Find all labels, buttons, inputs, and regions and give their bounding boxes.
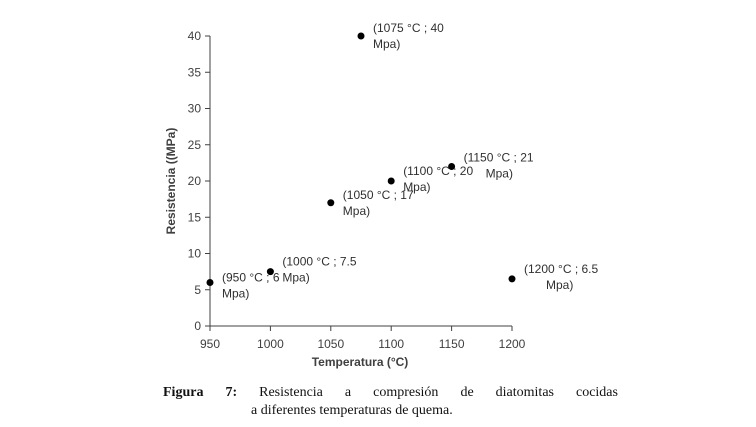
data-label: (950 °C ; 6 <box>222 271 280 285</box>
data-label-unit: Mpa) <box>222 287 249 301</box>
data-label-unit: Mpa) <box>403 180 430 194</box>
chart-marks <box>206 32 516 286</box>
y-tick-label: 5 <box>194 283 201 297</box>
y-tick-label: 10 <box>188 247 202 261</box>
x-tick-label: 1150 <box>439 337 465 351</box>
x-tick-label: 1200 <box>499 337 526 351</box>
x-tick-label: 1100 <box>378 337 404 351</box>
data-point <box>266 268 274 276</box>
y-tick-label: 35 <box>188 65 202 79</box>
y-tick-label: 30 <box>188 102 202 116</box>
x-axis-title: Temperatura (°C) <box>312 355 409 369</box>
y-axis-title: Resistencia ((MPa) <box>164 128 178 235</box>
data-label: (1075 °C ; 40 <box>373 21 444 35</box>
y-tick-label: 40 <box>188 29 202 43</box>
data-label-unit: Mpa) <box>373 37 400 51</box>
chart-ticks: 0 5 10 15 20 25 30 35 40 950 1000 1050 1100 1150 1200 <box>188 29 526 351</box>
caption-word: diatomitas <box>495 385 554 400</box>
data-point <box>387 177 395 185</box>
x-tick-label: 950 <box>200 337 220 351</box>
caption-word: Resistencia <box>259 385 323 400</box>
data-label-unit: Mpa) <box>343 204 370 218</box>
data-label: (1200 °C ; 6.5 <box>524 262 599 276</box>
caption-line-2: a diferentes temperaturas de quema. <box>251 403 453 418</box>
data-label: (1050 °C ; 17 <box>343 188 414 202</box>
data-label-unit: Mpa) <box>546 278 573 292</box>
x-tick-label: 1050 <box>317 337 344 351</box>
figure-caption: Figura 7: Resistencia a compresión de di… <box>163 384 618 420</box>
data-label: (1100 °C ; 20 <box>403 164 473 178</box>
data-label: (1000 °C ; 7.5 <box>282 255 357 269</box>
x-tick-label: 1000 <box>257 337 284 351</box>
y-tick-label: 15 <box>188 210 202 224</box>
data-label-unit: Mpa) <box>282 271 309 285</box>
y-tick-label: 20 <box>188 174 202 188</box>
caption-line-1: Figura 7: Resistencia a compresión de di… <box>163 384 618 402</box>
data-label: (1150 °C ; 21 <box>464 151 534 165</box>
caption-word: compresión <box>373 385 439 400</box>
data-point <box>327 199 335 207</box>
caption-word: de <box>460 385 474 400</box>
caption-figure-number: 7: <box>225 385 238 400</box>
data-point <box>206 279 214 286</box>
data-point <box>448 163 456 170</box>
data-point <box>357 32 365 40</box>
y-tick-label: 25 <box>188 138 202 152</box>
y-tick-label: 0 <box>194 319 201 333</box>
data-point <box>508 275 516 283</box>
caption-figure-label: Figura <box>163 385 204 400</box>
caption-word: a <box>344 385 352 400</box>
caption-word: cocidas <box>575 385 618 400</box>
data-label-unit: Mpa) <box>486 167 513 181</box>
